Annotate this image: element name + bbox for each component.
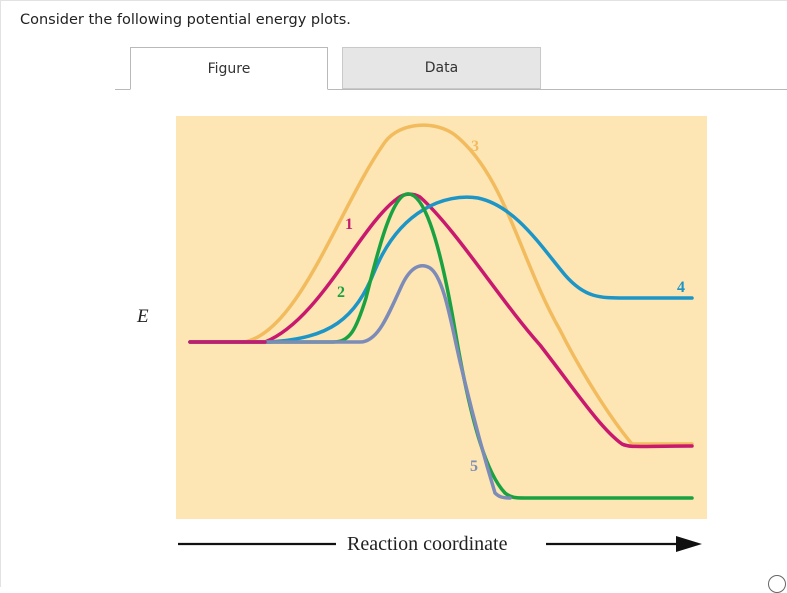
curve-5 bbox=[188, 264, 512, 500]
curve-label-1: 1 bbox=[345, 216, 353, 233]
tab-data[interactable]: Data bbox=[342, 47, 541, 89]
top-border bbox=[0, 0, 787, 1]
x-axis-arrowhead bbox=[676, 536, 702, 552]
left-border bbox=[0, 0, 1, 587]
curve-4 bbox=[188, 195, 694, 344]
plot-background bbox=[176, 116, 707, 519]
tab-data-label: Data bbox=[424, 60, 459, 76]
tab-bar-baseline bbox=[115, 89, 787, 90]
y-axis-label: E bbox=[137, 306, 149, 327]
curve-label-4: 4 bbox=[677, 279, 685, 296]
x-axis-label: Reaction coordinate bbox=[347, 533, 508, 555]
curve-label-2: 2 bbox=[337, 284, 345, 301]
tab-figure-label: Figure bbox=[207, 60, 251, 77]
curve-label-5: 5 bbox=[470, 458, 478, 475]
curve-2 bbox=[188, 192, 694, 500]
curve-1 bbox=[188, 192, 694, 449]
curve-3 bbox=[188, 123, 694, 446]
curve-label-3: 3 bbox=[471, 138, 479, 155]
tab-figure[interactable]: Figure bbox=[130, 47, 328, 90]
info-circle-icon[interactable] bbox=[768, 575, 786, 593]
question-text: Consider the following potential energy … bbox=[20, 12, 351, 28]
